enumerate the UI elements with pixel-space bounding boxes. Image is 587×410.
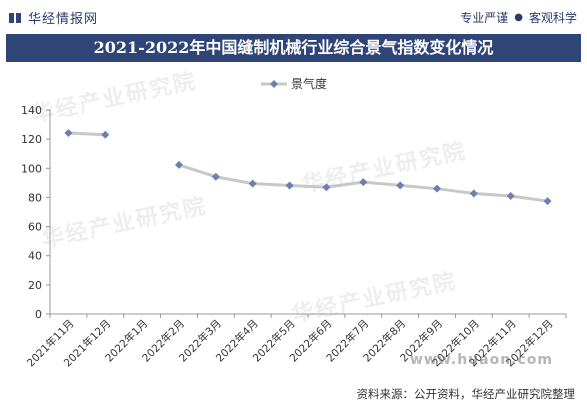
y-tick-label: 100 — [21, 162, 42, 175]
legend-label: 景气度 — [291, 76, 327, 91]
line-chart: 0204060801001201402021年11月2021年12月2022年1… — [21, 76, 567, 369]
y-tick-label: 120 — [21, 133, 42, 146]
brand-name: 华经情报网 — [28, 12, 99, 27]
data-point — [322, 183, 331, 192]
bullet-icon: ● — [514, 12, 523, 23]
source-note: 资料来源：公开资料，华经产业研究院整理 — [356, 387, 576, 401]
data-point — [211, 172, 220, 181]
y-tick-label: 80 — [28, 191, 42, 204]
source-bar: 资料来源：公开资料，华经产业研究院整理 — [6, 384, 581, 404]
brand: 华经情报网 — [8, 8, 98, 27]
data-point — [285, 181, 294, 190]
data-point — [469, 189, 478, 198]
y-tick-label: 0 — [35, 308, 42, 321]
title-bar: 2021-2022年中国缝制机械行业综合景气指数变化情况 — [6, 34, 581, 62]
data-point — [506, 191, 515, 200]
y-tick-label: 60 — [28, 221, 42, 234]
data-point — [101, 130, 110, 139]
data-point — [64, 129, 73, 138]
y-tick-label: 140 — [21, 104, 42, 117]
y-tick-label: 20 — [28, 279, 42, 292]
tagline-right: 客观科学 — [528, 11, 577, 25]
top-bar: 华经情报网 专业严谨 ● 客观科学 — [0, 0, 587, 34]
series-line — [68, 131, 106, 137]
data-point — [359, 178, 368, 187]
y-tick-label: 40 — [28, 250, 42, 263]
tagline: 专业严谨 ● 客观科学 — [460, 9, 577, 26]
tagline-left: 专业严谨 — [460, 11, 509, 25]
data-point — [433, 184, 441, 193]
data-point — [175, 160, 183, 169]
chart-title: 2021-2022年中国缝制机械行业综合景气指数变化情况 — [93, 38, 494, 57]
book-icon — [9, 12, 21, 23]
data-point — [396, 181, 405, 190]
watermark-site: www.huaon.com — [409, 352, 553, 368]
data-point — [543, 197, 552, 206]
legend-marker — [270, 80, 278, 88]
data-point — [248, 179, 257, 188]
